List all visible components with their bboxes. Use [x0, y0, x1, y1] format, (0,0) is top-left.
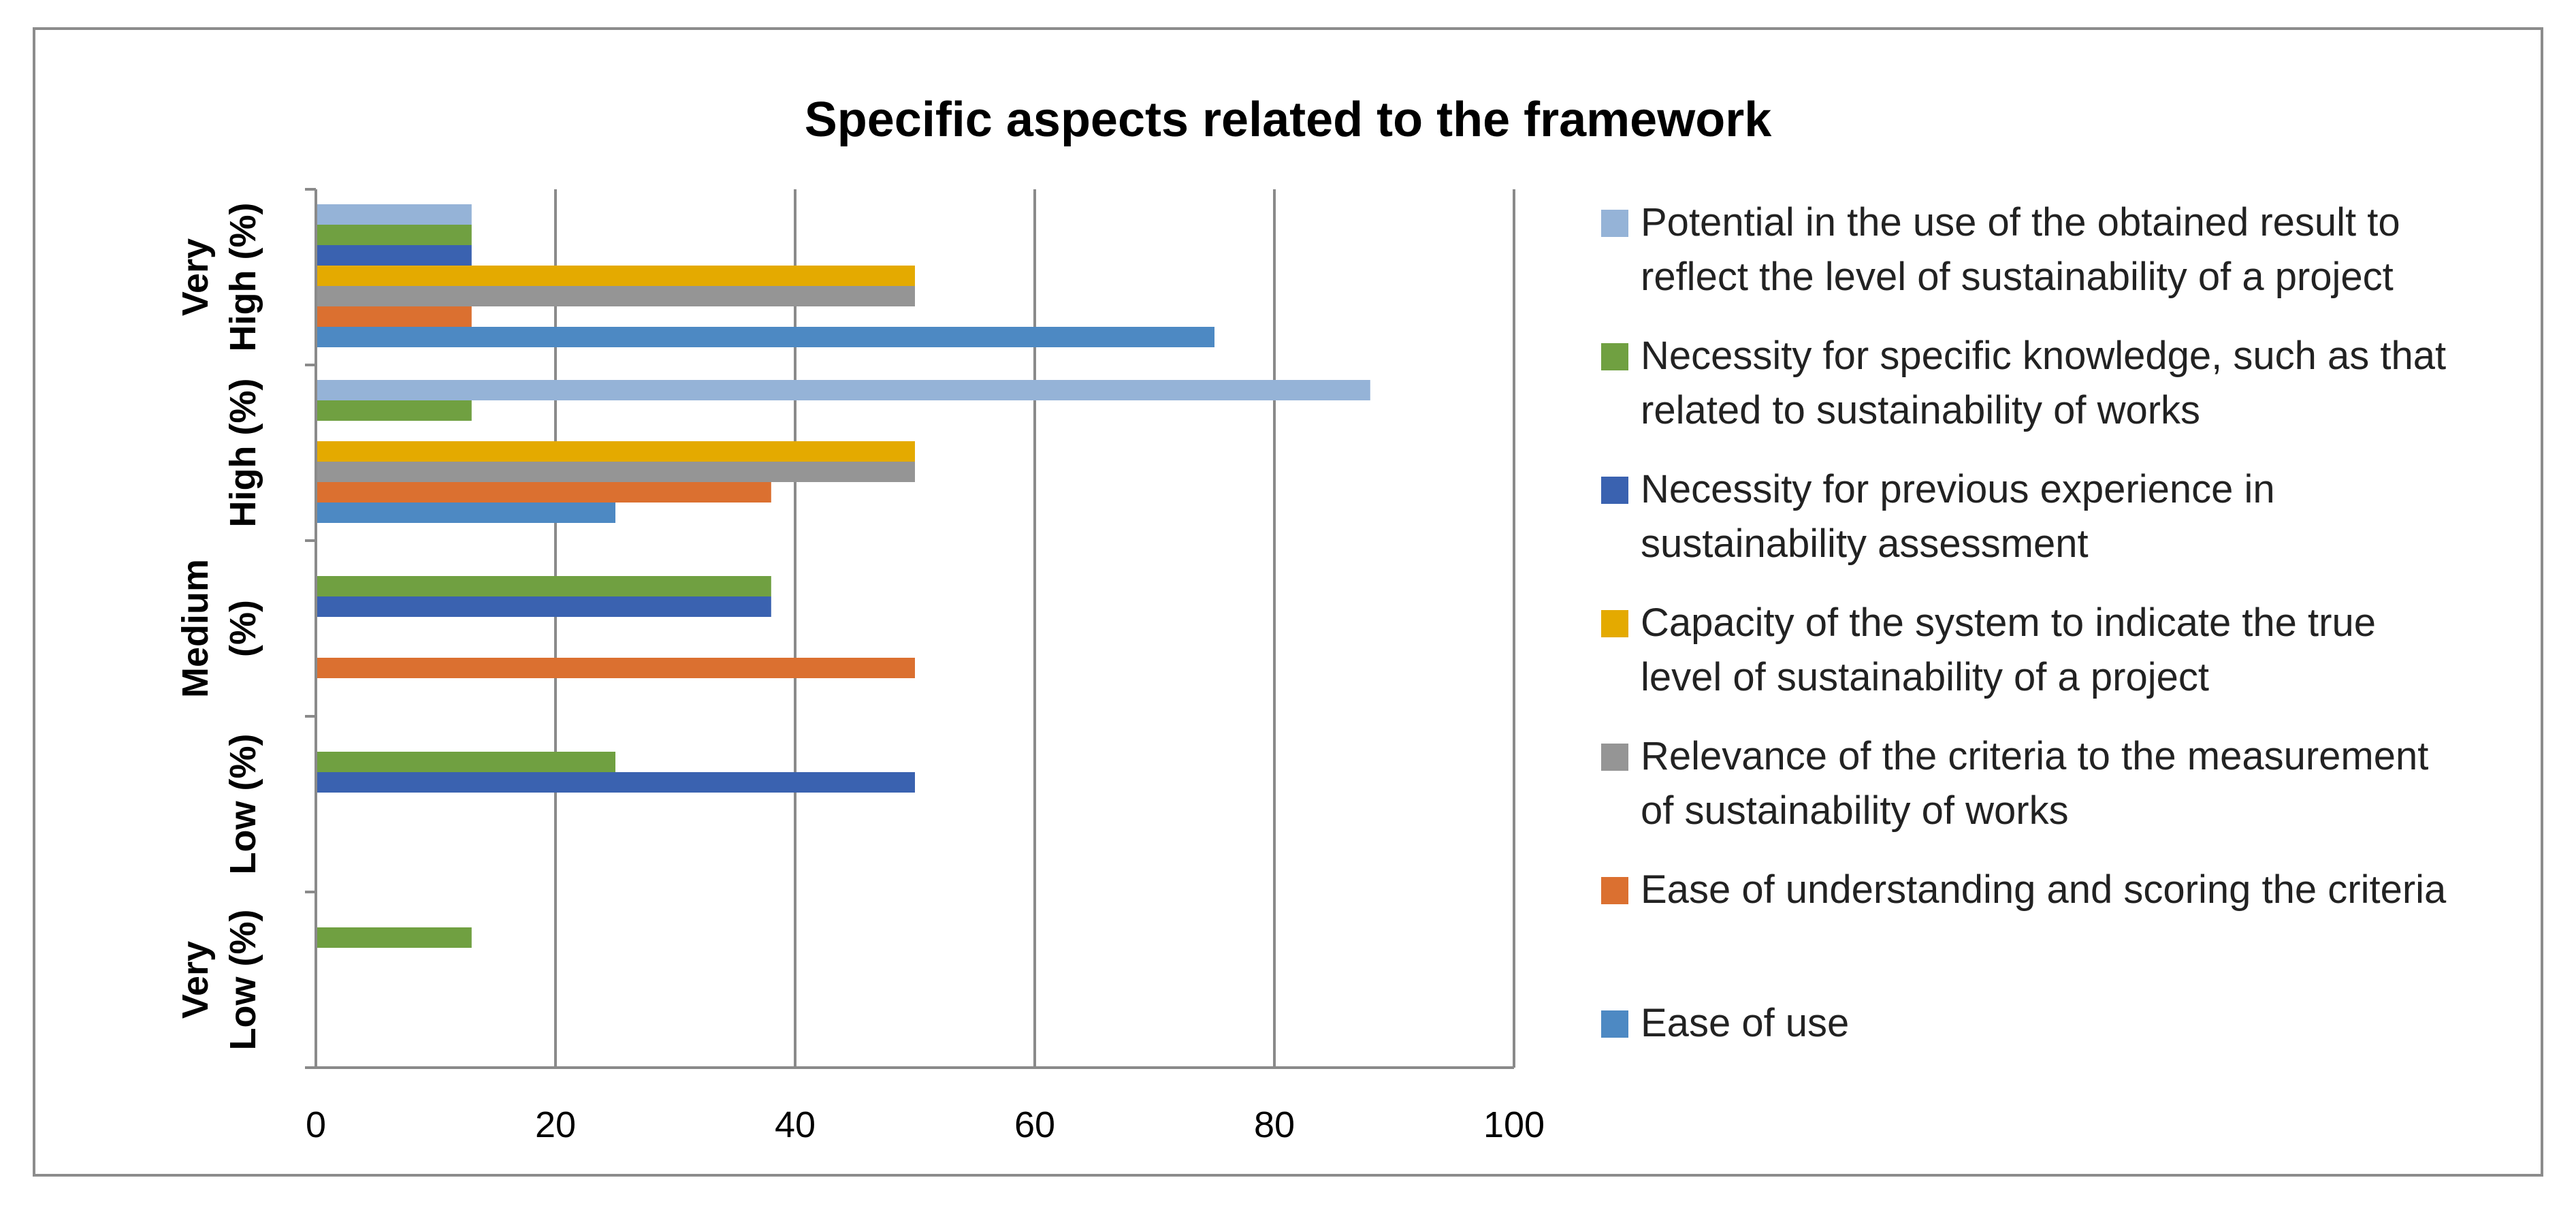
- category-label: (%): [223, 600, 263, 657]
- bar: [316, 596, 771, 617]
- bar: [316, 772, 915, 793]
- bar: [316, 204, 472, 225]
- legend-label: of sustainability of works: [1641, 788, 2069, 833]
- x-tick-label: 20: [535, 1104, 576, 1145]
- bar: [316, 482, 771, 503]
- x-tick-label: 40: [775, 1104, 816, 1145]
- bar: [316, 400, 472, 421]
- chart-title: Specific aspects related to the framewor…: [805, 93, 1772, 147]
- legend-swatch: [1601, 210, 1628, 237]
- x-tick-label: 60: [1014, 1104, 1055, 1145]
- legend-label: Capacity of the system to indicate the t…: [1641, 601, 2376, 645]
- category-label: High (%): [223, 203, 263, 352]
- bar: [316, 225, 472, 245]
- bar: [316, 286, 915, 306]
- category-label: Medium: [175, 559, 216, 698]
- bar: [316, 462, 915, 482]
- x-tick-label: 80: [1254, 1104, 1295, 1145]
- bar: [316, 576, 771, 596]
- bar: [316, 658, 915, 678]
- legend-label: reflect the level of sustainability of a…: [1641, 255, 2394, 299]
- bar: [316, 380, 1370, 400]
- bar: [316, 245, 472, 266]
- category-label: Very: [175, 941, 216, 1019]
- legend: Potential in the use of the obtained res…: [1601, 200, 2447, 1045]
- bar: [316, 327, 1214, 347]
- category-label: Low (%): [223, 910, 263, 1051]
- legend-swatch: [1601, 477, 1628, 504]
- legend-label: Relevance of the criteria to the measure…: [1641, 734, 2428, 778]
- legend-label: sustainability assessment: [1641, 522, 2089, 566]
- legend-label: level of sustainability of a project: [1641, 655, 2209, 699]
- category-label: High (%): [223, 379, 263, 528]
- legend-swatch: [1601, 610, 1628, 637]
- bar: [316, 266, 915, 286]
- bar: [316, 752, 615, 772]
- bar: [316, 441, 915, 462]
- category-label: Low (%): [223, 734, 263, 875]
- legend-label: related to sustainability of works: [1641, 388, 2200, 432]
- category-label: Very: [175, 238, 216, 316]
- x-tick-label: 0: [306, 1104, 326, 1145]
- legend-label: Ease of use: [1641, 1001, 1849, 1045]
- legend-label: Necessity for previous experience in: [1641, 467, 2275, 511]
- bar: [316, 503, 615, 523]
- legend-label: Ease of understanding and scoring the cr…: [1641, 867, 2447, 912]
- legend-swatch: [1601, 877, 1628, 904]
- legend-swatch: [1601, 744, 1628, 771]
- legend-swatch: [1601, 1010, 1628, 1038]
- legend-label: Necessity for specific knowledge, such a…: [1641, 334, 2446, 378]
- x-tick-label: 100: [1483, 1104, 1545, 1145]
- bar: [316, 927, 472, 948]
- bar: [316, 306, 472, 327]
- bars: [316, 204, 1370, 948]
- legend-label: Potential in the use of the obtained res…: [1641, 200, 2400, 244]
- legend-swatch: [1601, 343, 1628, 370]
